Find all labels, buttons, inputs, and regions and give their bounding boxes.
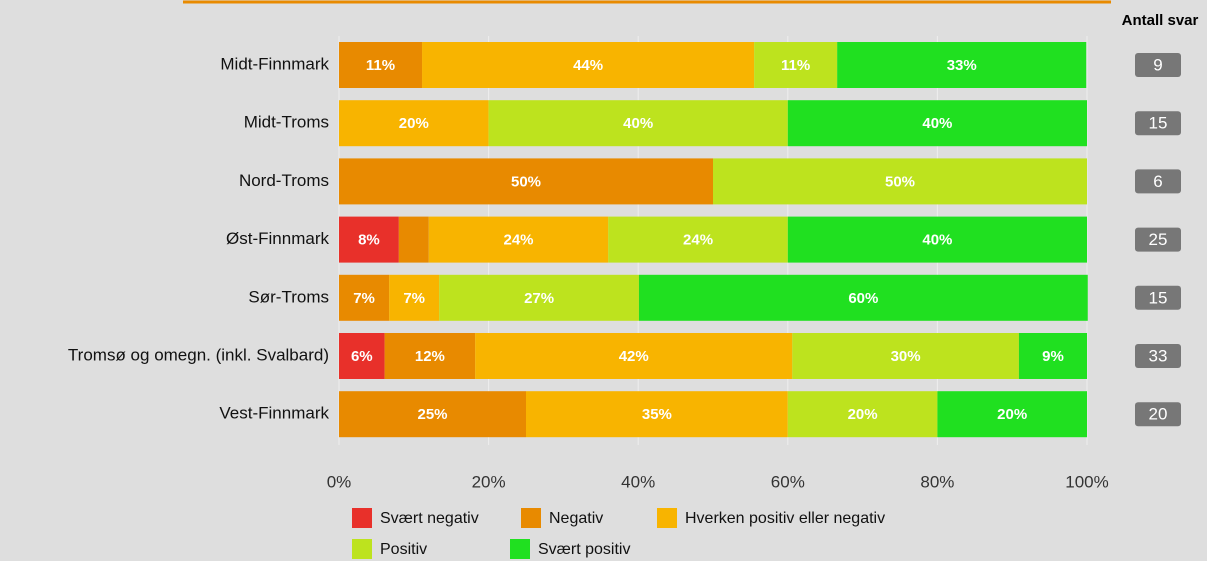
x-tick-label: 20% (472, 472, 506, 491)
x-tick-label: 100% (1065, 472, 1108, 491)
value-label: 9% (1042, 348, 1064, 365)
category-label: Øst-Finnmark (226, 229, 329, 248)
count-box (1135, 402, 1181, 427)
value-label: 42% (619, 348, 649, 365)
legend-swatch (352, 508, 372, 528)
count-label: 15 (1149, 114, 1168, 133)
legend-label: Positiv (380, 541, 427, 558)
count-box (1135, 169, 1181, 194)
bar-segment (384, 333, 476, 379)
count-label: 33 (1149, 346, 1168, 365)
legend-label: Hverken positiv eller negativ (685, 510, 885, 527)
bar-segment (937, 391, 1087, 438)
value-label: 40% (922, 115, 952, 132)
bar-segment (339, 216, 399, 263)
value-label: 20% (997, 406, 1027, 423)
count-label: 20 (1149, 405, 1168, 424)
count-label: 6 (1153, 172, 1162, 191)
value-label: 25% (417, 406, 447, 423)
value-label: 33% (947, 57, 977, 74)
bar-segment (428, 216, 609, 263)
value-label: 40% (623, 115, 653, 132)
value-label: 44% (573, 57, 603, 74)
count-label: 25 (1149, 230, 1168, 249)
bar-segment (339, 100, 489, 147)
value-label: 20% (399, 115, 429, 132)
bar-segment (754, 42, 838, 88)
bar-segment (339, 333, 385, 379)
counts-header: Antall svar (1122, 12, 1199, 29)
count-label: 15 (1149, 288, 1168, 307)
value-label: 8% (358, 232, 380, 249)
bar-segment (339, 42, 423, 88)
count-box (1135, 227, 1181, 252)
bar-segment (422, 42, 755, 88)
legend-swatch (657, 508, 677, 528)
count-box (1135, 344, 1181, 368)
value-label: 24% (504, 232, 534, 249)
bar-segment (787, 100, 1087, 147)
value-label: 20% (848, 406, 878, 423)
bar-segment (787, 216, 1087, 263)
bar-segment (638, 274, 1088, 321)
bar-segment (488, 100, 788, 147)
value-label: 40% (922, 232, 952, 249)
legend-swatch (352, 539, 372, 559)
count-box (1135, 53, 1181, 77)
value-label: 30% (891, 348, 921, 365)
value-label: 50% (885, 173, 915, 190)
legend-label: Svært positiv (538, 541, 630, 558)
count-label: 9 (1153, 55, 1162, 74)
category-label: Midt-Troms (244, 113, 329, 132)
x-tick-label: 60% (771, 472, 805, 491)
x-tick-label: 40% (621, 472, 655, 491)
value-label: 11% (781, 57, 810, 74)
bar-segment (475, 333, 793, 379)
value-label: 60% (848, 290, 878, 307)
value-label: 6% (351, 348, 373, 365)
value-label: 50% (511, 173, 541, 190)
category-label: Vest-Finnmark (219, 404, 329, 423)
value-label: 12% (415, 348, 445, 365)
bar-segment (398, 216, 429, 263)
bar-segment (837, 42, 1087, 88)
category-label: Nord-Troms (239, 171, 329, 190)
value-label: 27% (524, 290, 554, 307)
bar-segment (389, 274, 440, 321)
bar-segment (339, 158, 713, 205)
legend-swatch (510, 539, 530, 559)
category-label: Tromsø og omegn. (inkl. Svalbard) (68, 345, 329, 364)
bar-segment (1018, 333, 1087, 379)
bar-segment (608, 216, 788, 263)
legend-swatch (521, 508, 541, 528)
value-label: 24% (683, 232, 713, 249)
value-label: 11% (366, 57, 395, 74)
legend-label: Negativ (549, 510, 603, 527)
category-label: Sør-Troms (248, 287, 329, 306)
bar-segment (339, 391, 526, 438)
value-label: 7% (403, 290, 425, 307)
x-tick-label: 80% (920, 472, 954, 491)
x-tick-label: 0% (327, 472, 352, 491)
bar-segment (787, 391, 938, 438)
bar-segment (439, 274, 639, 321)
bar-segment (713, 158, 1087, 205)
count-box (1135, 111, 1181, 136)
category-label: Midt-Finnmark (220, 54, 329, 73)
bar-segment (339, 274, 390, 321)
value-label: 7% (353, 290, 375, 307)
value-label: 35% (642, 406, 672, 423)
count-box (1135, 285, 1181, 310)
bar-segment (792, 333, 1019, 379)
bar-segment (526, 391, 788, 438)
legend-label: Svært negativ (380, 510, 479, 527)
